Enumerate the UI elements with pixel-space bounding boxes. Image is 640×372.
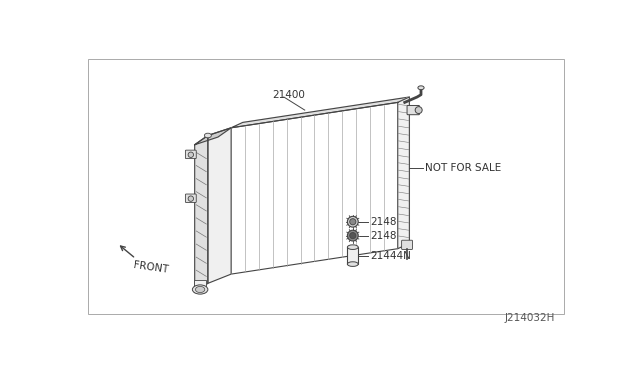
Circle shape — [348, 230, 358, 241]
Bar — [348, 247, 358, 264]
Text: 21400: 21400 — [272, 90, 305, 100]
Circle shape — [349, 219, 356, 225]
Ellipse shape — [348, 262, 358, 266]
Ellipse shape — [188, 196, 193, 201]
Text: FRONT: FRONT — [132, 260, 169, 275]
Bar — [194, 280, 206, 291]
Text: 21480: 21480 — [371, 231, 404, 241]
Text: 214800: 214800 — [371, 217, 410, 227]
Polygon shape — [195, 128, 231, 145]
Polygon shape — [208, 128, 231, 283]
Ellipse shape — [348, 245, 358, 250]
FancyBboxPatch shape — [186, 194, 196, 202]
Bar — [88, 58, 564, 314]
Ellipse shape — [418, 86, 424, 90]
FancyBboxPatch shape — [407, 106, 419, 115]
Ellipse shape — [195, 286, 205, 293]
Circle shape — [349, 232, 356, 239]
Ellipse shape — [188, 152, 193, 157]
Polygon shape — [231, 102, 397, 274]
Text: NOT FOR SALE: NOT FOR SALE — [425, 163, 501, 173]
Text: J214032H: J214032H — [504, 313, 555, 323]
Circle shape — [348, 217, 358, 227]
Polygon shape — [195, 135, 208, 293]
FancyBboxPatch shape — [186, 150, 196, 158]
Polygon shape — [231, 97, 410, 128]
Ellipse shape — [415, 107, 422, 113]
Polygon shape — [397, 97, 410, 249]
Ellipse shape — [204, 133, 211, 138]
Ellipse shape — [193, 285, 208, 294]
FancyBboxPatch shape — [402, 240, 412, 250]
Text: 21444N: 21444N — [371, 251, 412, 262]
